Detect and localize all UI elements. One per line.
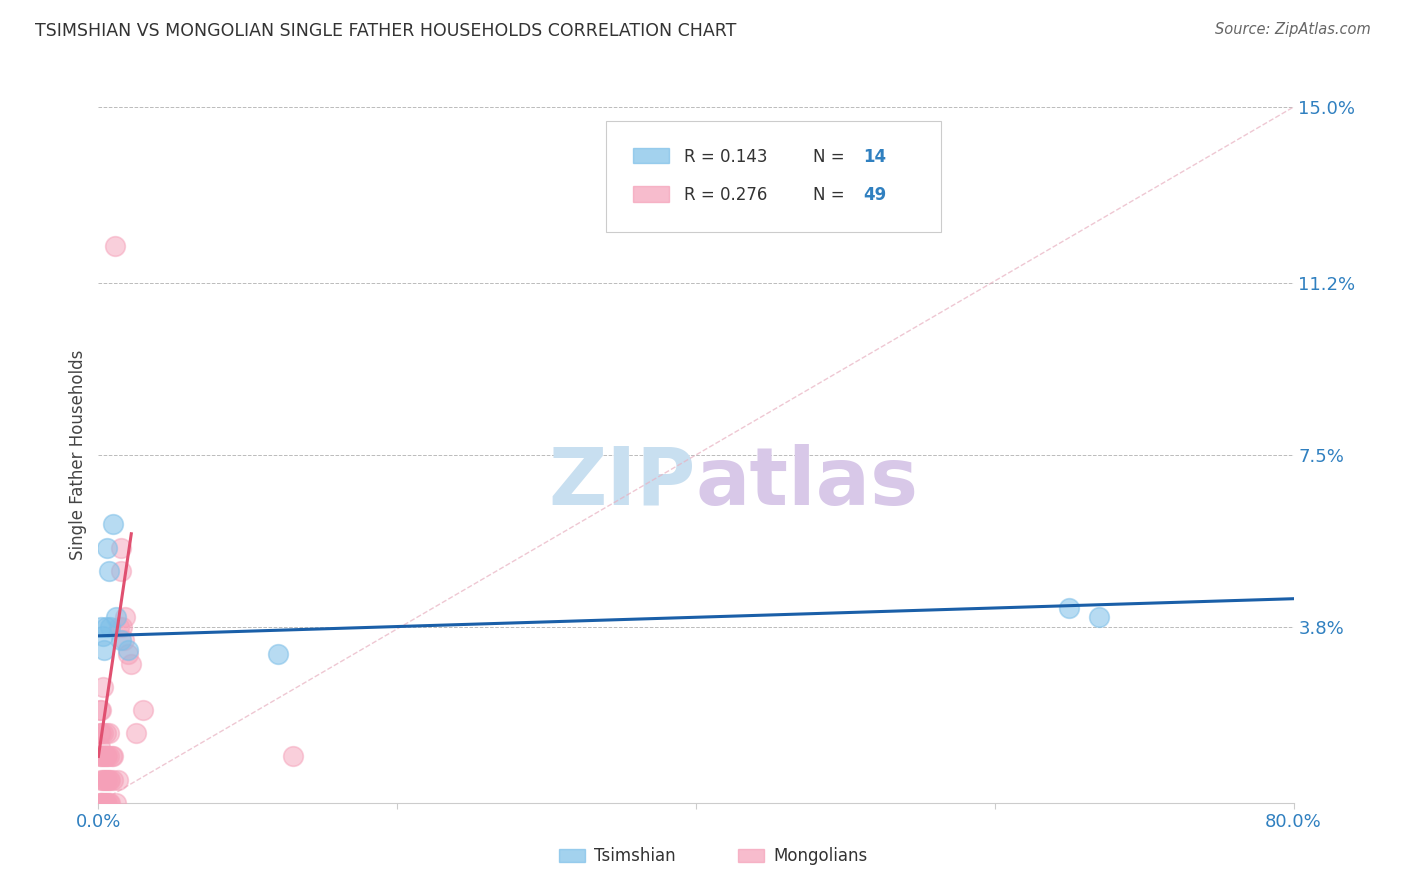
Point [110, 633, 132, 648]
Point [132, 703, 155, 717]
Point [101, 749, 124, 764]
Point [96, 541, 118, 555]
Point [93, 749, 115, 764]
Point [91, 772, 114, 787]
Point [94, 749, 117, 764]
Text: TSIMSHIAN VS MONGOLIAN SINGLE FATHER HOUSEHOLDS CORRELATION CHART: TSIMSHIAN VS MONGOLIAN SINGLE FATHER HOU… [35, 22, 737, 40]
Point [1088, 610, 1111, 624]
Point [105, 796, 128, 810]
Point [91, 726, 114, 740]
Point [96, 749, 118, 764]
Point [117, 642, 139, 657]
Point [103, 749, 125, 764]
Text: 14: 14 [863, 148, 886, 166]
Text: atlas: atlas [696, 443, 920, 522]
Point [91, 796, 114, 810]
Text: Mongolians: Mongolians [773, 847, 868, 864]
Point [97, 564, 120, 578]
Bar [633, 148, 669, 163]
Text: R = 0.143: R = 0.143 [685, 148, 768, 166]
Point [90, 796, 112, 810]
Point [89, 726, 111, 740]
Point [93, 796, 115, 810]
Y-axis label: Single Father Households: Single Father Households [69, 350, 87, 560]
Point [96, 796, 118, 810]
Point [89, 703, 111, 717]
Text: Source: ZipAtlas.com: Source: ZipAtlas.com [1215, 22, 1371, 37]
Point [110, 564, 132, 578]
Point [89, 796, 111, 810]
Text: R = 0.276: R = 0.276 [685, 186, 768, 204]
Point [94, 619, 117, 633]
Point [89, 749, 111, 764]
Point [281, 749, 304, 764]
Point [97, 772, 120, 787]
Point [94, 796, 117, 810]
Point [267, 648, 290, 662]
Point [103, 517, 125, 532]
Point [94, 772, 117, 787]
Point [89, 740, 111, 755]
Point [90, 796, 112, 810]
Text: ZIP: ZIP [548, 443, 696, 522]
FancyBboxPatch shape [606, 121, 941, 232]
Bar [738, 849, 763, 862]
Point [93, 642, 115, 657]
Point [125, 726, 148, 740]
Point [1059, 601, 1081, 615]
Text: Tsimshian: Tsimshian [595, 847, 676, 864]
Point [110, 541, 132, 555]
Point [112, 633, 135, 648]
Point [98, 772, 122, 787]
Point [94, 726, 117, 740]
Point [104, 239, 127, 253]
Text: N =: N = [813, 148, 851, 166]
Point [91, 749, 114, 764]
Text: N =: N = [813, 186, 851, 204]
Point [97, 749, 120, 764]
Point [97, 726, 120, 740]
Bar [558, 849, 585, 862]
Point [98, 619, 122, 633]
Bar [633, 186, 669, 202]
Point [90, 619, 112, 633]
Point [120, 657, 142, 671]
Point [91, 629, 114, 643]
Point [103, 772, 125, 787]
Point [117, 648, 139, 662]
Point [90, 749, 112, 764]
Point [98, 796, 122, 810]
Point [90, 772, 112, 787]
Point [114, 610, 136, 624]
Point [90, 703, 112, 717]
Point [91, 680, 114, 694]
Point [93, 772, 115, 787]
Point [90, 726, 112, 740]
Point [111, 619, 134, 633]
Point [107, 772, 129, 787]
Point [97, 796, 120, 810]
Point [108, 619, 131, 633]
Point [105, 610, 128, 624]
Point [96, 772, 118, 787]
Text: 49: 49 [863, 186, 887, 204]
